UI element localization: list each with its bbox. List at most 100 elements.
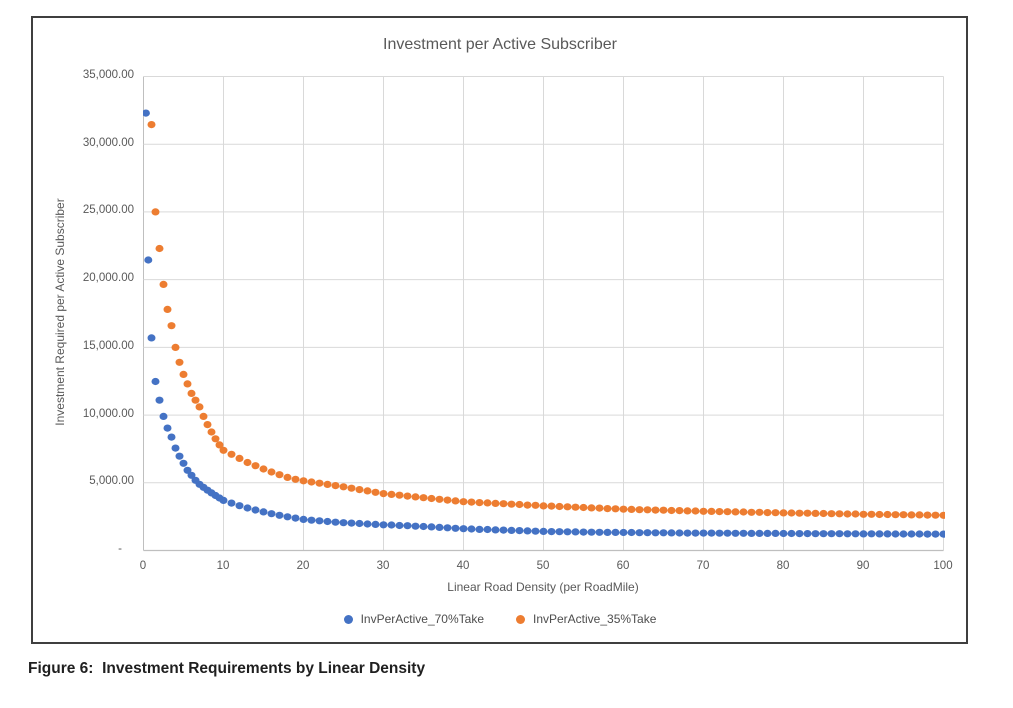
data-point bbox=[387, 490, 396, 498]
data-point bbox=[739, 529, 748, 537]
data-point bbox=[395, 521, 404, 530]
data-point bbox=[443, 496, 452, 504]
data-point bbox=[315, 517, 324, 525]
data-point bbox=[675, 529, 684, 537]
data-point bbox=[299, 477, 308, 485]
data-point bbox=[179, 459, 188, 467]
data-point bbox=[147, 121, 156, 129]
y-axis-tick-label: 20,000.00 bbox=[82, 272, 134, 285]
data-point bbox=[235, 502, 244, 510]
data-point bbox=[659, 506, 668, 514]
data-point bbox=[923, 511, 932, 519]
data-point bbox=[819, 530, 828, 538]
data-point bbox=[435, 495, 444, 503]
data-point bbox=[515, 527, 524, 535]
x-axis-tick-label: 80 bbox=[776, 560, 790, 572]
data-point bbox=[259, 508, 268, 516]
data-point bbox=[443, 524, 452, 532]
data-point bbox=[459, 498, 468, 506]
data-point bbox=[451, 497, 460, 505]
data-point bbox=[191, 396, 200, 404]
data-point bbox=[235, 454, 244, 462]
data-point bbox=[907, 530, 916, 538]
data-point bbox=[387, 521, 396, 529]
data-point bbox=[171, 343, 180, 351]
data-point bbox=[611, 528, 620, 536]
data-point bbox=[243, 504, 252, 512]
data-point bbox=[419, 494, 428, 502]
data-point bbox=[755, 508, 764, 516]
data-point bbox=[379, 490, 388, 498]
data-point bbox=[547, 528, 556, 536]
data-point bbox=[875, 530, 884, 538]
data-point bbox=[691, 529, 700, 537]
data-point bbox=[779, 509, 788, 517]
data-point bbox=[151, 377, 160, 386]
data-point bbox=[923, 530, 932, 538]
data-point bbox=[707, 507, 716, 515]
data-point bbox=[291, 475, 300, 483]
data-point bbox=[707, 529, 716, 537]
data-point bbox=[371, 520, 380, 528]
data-point bbox=[811, 509, 820, 517]
data-point bbox=[747, 529, 756, 537]
data-point bbox=[275, 471, 284, 479]
data-point bbox=[667, 529, 676, 537]
legend-dot-35take-icon bbox=[516, 614, 525, 624]
data-point bbox=[283, 473, 292, 481]
data-point bbox=[739, 508, 748, 516]
x-axis-title: Linear Road Density (per RoadMile) bbox=[447, 580, 639, 594]
data-point bbox=[144, 256, 153, 264]
y-axis-title: Investment Required per Active Subscribe… bbox=[53, 198, 67, 426]
data-point bbox=[547, 502, 556, 510]
chart-title: Investment per Active Subscriber bbox=[383, 36, 617, 53]
data-point bbox=[587, 528, 596, 536]
data-point bbox=[651, 529, 660, 537]
data-point bbox=[515, 500, 524, 509]
data-point bbox=[883, 530, 892, 538]
data-point bbox=[587, 504, 596, 512]
data-point bbox=[899, 511, 908, 519]
x-axis-tick-label: 40 bbox=[456, 560, 470, 572]
data-point bbox=[715, 529, 724, 537]
data-point bbox=[143, 109, 150, 117]
data-point bbox=[339, 483, 348, 491]
data-point bbox=[603, 528, 612, 536]
x-axis-tick-label: 20 bbox=[296, 560, 310, 572]
data-point bbox=[531, 527, 540, 535]
data-point bbox=[155, 396, 164, 404]
data-point bbox=[331, 482, 340, 490]
data-point bbox=[755, 529, 764, 537]
data-point bbox=[667, 506, 676, 515]
x-axis-tick-label: 100 bbox=[933, 560, 953, 572]
data-point bbox=[419, 522, 428, 531]
data-point bbox=[883, 510, 892, 519]
data-point bbox=[323, 480, 332, 488]
data-point bbox=[347, 519, 356, 527]
data-point bbox=[907, 511, 916, 519]
data-point bbox=[835, 510, 844, 518]
data-point bbox=[627, 505, 636, 513]
data-point bbox=[355, 486, 364, 494]
data-point bbox=[435, 523, 444, 531]
data-point bbox=[203, 421, 212, 429]
data-point bbox=[251, 506, 260, 514]
data-point bbox=[699, 529, 708, 537]
data-point bbox=[723, 508, 732, 516]
data-point bbox=[283, 513, 292, 521]
data-point bbox=[843, 510, 852, 518]
data-point bbox=[683, 507, 692, 515]
data-point bbox=[803, 530, 812, 538]
data-point bbox=[427, 523, 436, 531]
data-point bbox=[683, 529, 692, 537]
y-axis-tick-label: - bbox=[118, 543, 122, 555]
data-point bbox=[851, 510, 860, 518]
data-point bbox=[835, 530, 844, 538]
data-point bbox=[859, 510, 868, 518]
data-point bbox=[259, 465, 268, 473]
legend-item-35take: InvPerActive_35%Take bbox=[516, 612, 656, 626]
data-point bbox=[595, 528, 604, 536]
data-point bbox=[339, 519, 348, 527]
figure-caption: Figure 6: Investment Requirements by Lin… bbox=[28, 660, 426, 677]
data-point bbox=[571, 528, 580, 536]
